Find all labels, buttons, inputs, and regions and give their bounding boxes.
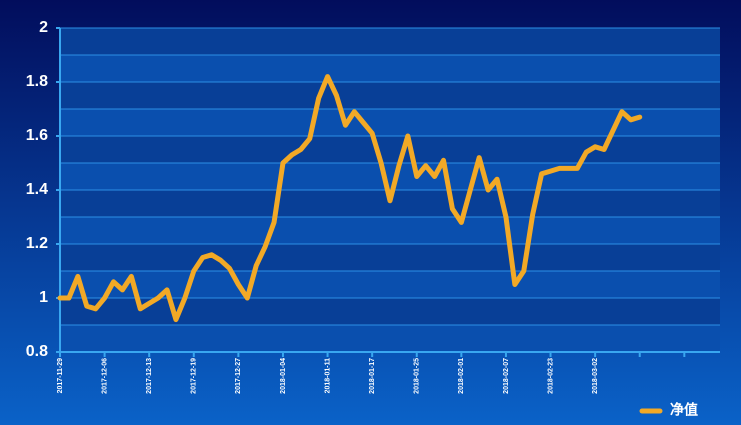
- y-tick-label: 2: [39, 19, 48, 36]
- plot-band: [60, 217, 720, 244]
- x-tick-label: 2018-02-01: [458, 358, 465, 394]
- plot-band: [60, 163, 720, 190]
- x-tick-label: 2018-03-02: [592, 358, 599, 394]
- y-tick-label: 1: [39, 289, 48, 306]
- x-tick-label: 2018-01-17: [369, 358, 376, 394]
- plot-band: [60, 325, 720, 352]
- x-tick-label: 2017-12-06: [101, 358, 108, 394]
- x-tick-label: 2017-12-13: [146, 358, 153, 394]
- data-line: [57, 74, 643, 323]
- y-tick-label: 1.4: [26, 181, 48, 198]
- plot-band: [60, 82, 720, 109]
- x-tick-label: 2017-12-19: [191, 358, 198, 394]
- plot-band: [60, 136, 720, 163]
- y-tick-label: 0.8: [26, 343, 48, 360]
- x-tick-label: 2017-12-27: [235, 358, 242, 394]
- plot-band: [60, 244, 720, 271]
- x-tick-label: 2018-01-25: [414, 358, 421, 394]
- plot-band: [60, 28, 720, 55]
- x-tick-label: 2018-02-23: [547, 358, 554, 394]
- plot-band: [60, 298, 720, 325]
- plot-band: [60, 55, 720, 82]
- legend-label: 净值: [670, 402, 698, 418]
- x-tick-label: 2018-02-07: [503, 358, 510, 394]
- x-tick-label: 2018-01-04: [280, 358, 287, 394]
- x-tick-label: 2017-11-29: [57, 358, 64, 394]
- y-tick-label: 1.6: [26, 127, 48, 144]
- x-tick-label: 2018-01-11: [324, 358, 331, 394]
- y-tick-label: 1.2: [26, 235, 48, 252]
- y-tick-label: 1.8: [26, 73, 48, 90]
